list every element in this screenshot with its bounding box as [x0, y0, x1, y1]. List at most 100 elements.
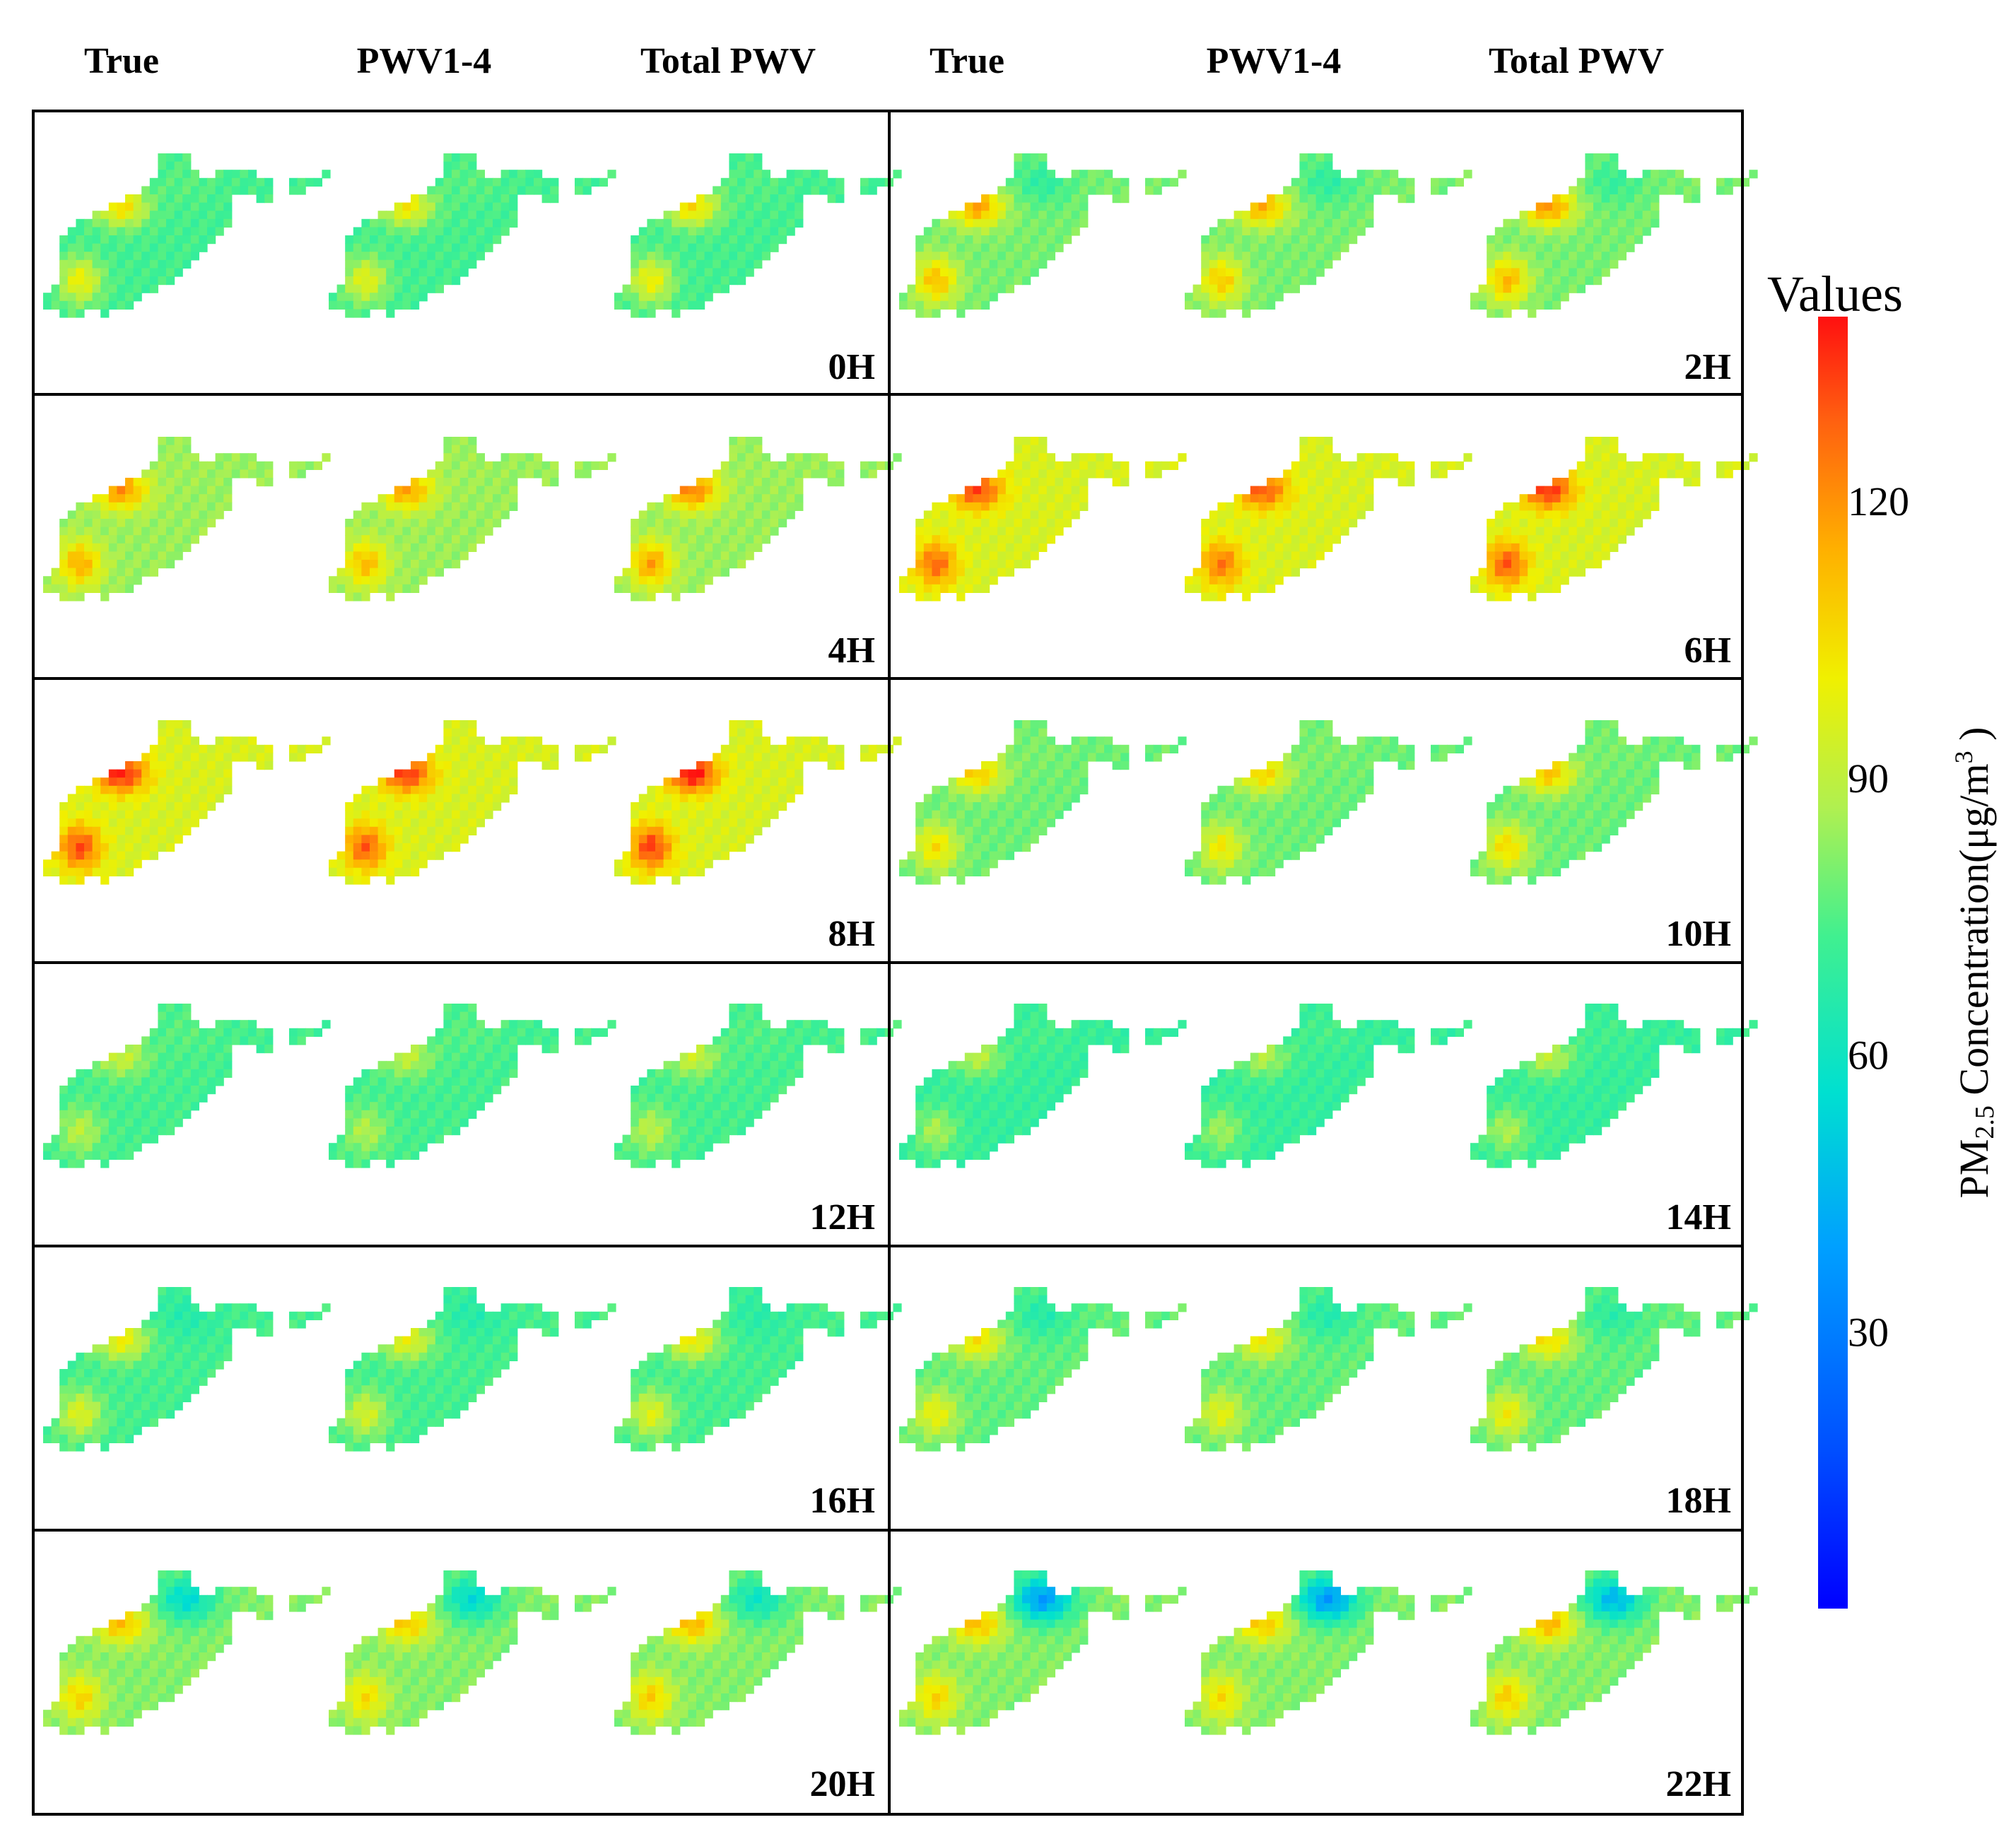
heatmap-cell — [948, 843, 957, 852]
heatmap-cell — [1022, 826, 1031, 835]
heatmap-cell — [647, 252, 656, 261]
heatmap-cell — [1233, 293, 1243, 302]
heatmap-cell — [190, 535, 199, 544]
heatmap-cell — [989, 527, 998, 536]
heatmap-cell — [84, 218, 93, 228]
heatmap-cell — [696, 218, 705, 228]
heatmap-cell — [940, 802, 949, 811]
heatmap-cell — [754, 478, 763, 487]
heatmap-cell — [1576, 486, 1586, 495]
heatmap-cell — [1063, 478, 1072, 487]
heatmap-cell — [322, 170, 331, 179]
heatmap-cell — [1079, 170, 1089, 179]
heatmap-cell — [1431, 177, 1440, 187]
heatmap-cell — [1308, 227, 1317, 236]
heatmap-cell — [256, 194, 265, 204]
heatmap-cell — [1209, 300, 1218, 310]
heatmap-cell — [795, 469, 804, 478]
heatmap-cell — [1610, 211, 1619, 220]
heatmap-cell — [158, 243, 167, 252]
heatmap-cell — [182, 211, 192, 220]
heatmap-cell — [964, 227, 973, 236]
heatmap-cell — [67, 252, 76, 261]
heatmap-cell — [1038, 826, 1048, 835]
heatmap-cell — [158, 445, 167, 454]
heatmap-cell — [1291, 227, 1300, 236]
heatmap-cell — [394, 494, 403, 503]
heatmap-cell — [353, 276, 362, 286]
heatmap-cell — [1087, 744, 1096, 753]
heatmap-cell — [92, 276, 101, 286]
heatmap-cell — [534, 186, 543, 195]
heatmap-cell — [418, 211, 428, 220]
heatmap-cell — [932, 268, 941, 277]
heatmap-cell — [948, 859, 957, 869]
heatmap-cell — [459, 535, 469, 544]
heatmap-cell — [1014, 437, 1023, 446]
heatmap-cell — [1014, 728, 1023, 737]
heatmap-10H-model-3 — [1470, 720, 1758, 885]
heatmap-cell — [981, 235, 990, 245]
heatmap-cell — [1610, 478, 1619, 487]
heatmap-cell — [989, 543, 998, 552]
heatmap-cell — [663, 235, 672, 245]
heatmap-cell — [1340, 761, 1349, 770]
heatmap-cell — [989, 478, 998, 487]
heatmap-cell — [631, 826, 640, 835]
heatmap-cell — [1716, 744, 1725, 753]
heatmap-cell — [43, 859, 52, 869]
heatmap-cell — [704, 478, 713, 487]
heatmap-cell — [141, 268, 151, 277]
heatmap-cell — [1617, 211, 1627, 220]
heatmap-cell — [1308, 826, 1317, 835]
heatmap-cell — [923, 300, 932, 310]
heatmap-cell — [411, 543, 420, 552]
heatmap-cell — [92, 284, 101, 293]
heatmap-cell — [1267, 519, 1276, 528]
heatmap-cell — [1005, 560, 1014, 569]
heatmap-cell — [174, 478, 183, 487]
heatmap-cell — [1258, 284, 1267, 293]
heatmap-cell — [795, 736, 804, 746]
heatmap-cell — [1324, 535, 1333, 544]
heatmap-cell — [973, 785, 982, 794]
heatmap-cell — [231, 177, 240, 187]
heatmap-cell — [345, 259, 354, 269]
heatmap-cell — [1576, 543, 1586, 552]
heatmap-cell — [377, 300, 387, 310]
heatmap-cell — [418, 560, 428, 569]
heatmap-cell — [1617, 478, 1627, 487]
heatmap-cell — [92, 218, 101, 228]
heatmap-cell — [1014, 753, 1023, 762]
heatmap-cell — [411, 851, 420, 860]
heatmap-cell — [1274, 259, 1284, 269]
heatmap-cell — [663, 785, 672, 794]
heatmap-cell — [1455, 744, 1464, 753]
heatmap-cell — [207, 761, 216, 770]
heatmap-cell — [1014, 785, 1023, 794]
heatmap-0H-model-2 — [329, 153, 616, 318]
heatmap-cell — [754, 777, 763, 787]
heatmap-cell — [1014, 461, 1023, 470]
heatmap-cell — [182, 177, 192, 187]
heatmap-cell — [427, 835, 436, 844]
heatmap-cell — [1022, 170, 1031, 179]
heatmap-cell — [43, 293, 52, 302]
heatmap-cell — [1332, 769, 1341, 778]
heatmap-cell — [1308, 453, 1317, 462]
heatmap-cell — [1267, 785, 1276, 794]
heatmap-cell — [1340, 802, 1349, 811]
heatmap-cell — [125, 284, 134, 293]
heatmap-cell — [1642, 194, 1651, 204]
heatmap-cell — [509, 478, 518, 487]
heatmap-cell — [1014, 202, 1023, 211]
heatmap-cell — [1519, 284, 1528, 293]
heatmap-cell — [174, 826, 183, 835]
heatmap-cell — [141, 761, 151, 770]
heatmap-cell — [190, 478, 199, 487]
heatmap-cell — [1365, 744, 1374, 753]
heatmap-cell — [1087, 186, 1096, 195]
heatmap-cell — [1250, 818, 1259, 828]
heatmap-cell — [1365, 478, 1374, 487]
heatmap-cell — [1145, 753, 1154, 762]
